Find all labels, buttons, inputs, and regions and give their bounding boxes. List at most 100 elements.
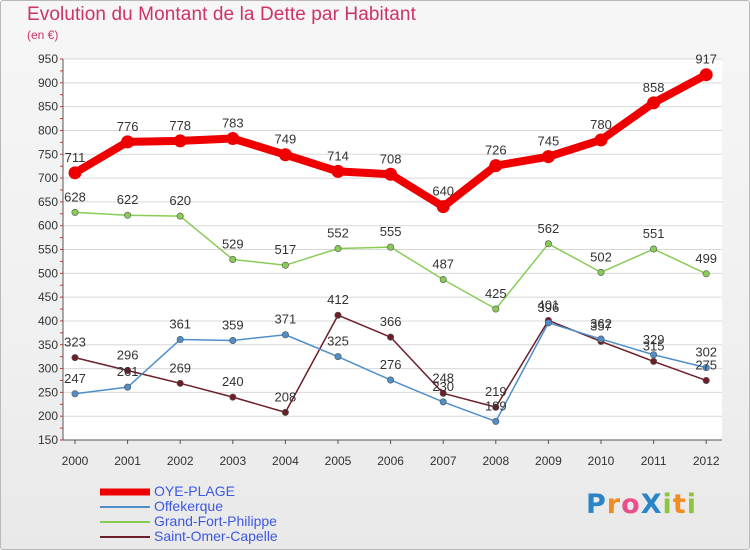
data-label: 425 (485, 286, 507, 301)
legend-item-offekerque: Offekerque (100, 499, 278, 514)
data-label: 551 (643, 226, 665, 241)
legend-swatch-saint-omer-capelle (100, 536, 150, 538)
data-label: 628 (64, 189, 86, 204)
data-point-offekerque (229, 336, 237, 344)
legend-item-saint-omer-capelle: Saint-Omer-Capelle (100, 529, 278, 544)
data-label: 189 (485, 398, 507, 413)
x-tick-label: 2006 (377, 454, 404, 468)
x-tick-label: 2009 (535, 454, 562, 468)
y-tick-label: 950 (38, 52, 58, 66)
logo-letter: o (621, 489, 641, 520)
data-label: 780 (590, 117, 612, 132)
y-tick-label: 600 (38, 219, 58, 233)
data-point-saint-omer-capelle (124, 366, 132, 374)
data-point-grand-fort-philippe (334, 245, 342, 253)
y-tick-label: 200 (38, 409, 58, 423)
data-point-grand-fort-philippe (702, 270, 710, 278)
data-label: 247 (64, 371, 86, 386)
data-label: 366 (380, 314, 402, 329)
data-point-offekerque (702, 364, 710, 372)
data-point-saint-omer-capelle (702, 376, 710, 384)
data-point-grand-fort-philippe (492, 305, 500, 313)
chart-subtitle: (en €) (27, 28, 59, 42)
y-tick-label: 550 (38, 243, 58, 257)
y-tick-label: 350 (38, 338, 58, 352)
data-label: 778 (169, 118, 191, 133)
data-point-grand-fort-philippe (71, 208, 79, 216)
data-label: 622 (117, 192, 139, 207)
data-label: 361 (169, 317, 191, 332)
data-label: 726 (485, 143, 507, 158)
data-point-offekerque (71, 390, 79, 398)
data-label: 329 (643, 332, 665, 347)
data-point-oye-plage (121, 135, 135, 149)
data-point-oye-plage (68, 166, 82, 180)
logo-letter: X (640, 489, 663, 520)
logo-letter: i (662, 489, 673, 520)
y-tick-label: 800 (38, 123, 58, 137)
data-point-oye-plage (173, 134, 187, 148)
data-point-grand-fort-philippe (544, 240, 552, 248)
legend-swatch-oye-plage (100, 488, 150, 496)
data-label: 230 (432, 379, 454, 394)
data-point-oye-plage (331, 164, 345, 178)
x-tick-label: 2005 (325, 454, 352, 468)
data-label: 296 (117, 347, 139, 362)
legend-swatch-grand-fort-philippe (100, 521, 150, 523)
data-point-oye-plage (541, 150, 555, 164)
data-point-oye-plage (384, 167, 398, 181)
data-label: 499 (695, 251, 717, 266)
x-tick-label: 2002 (167, 454, 194, 468)
data-label: 275 (695, 357, 717, 372)
data-label: 640 (432, 184, 454, 199)
x-tick-label: 2004 (272, 454, 299, 468)
data-label: 529 (222, 237, 244, 252)
x-tick-label: 2001 (114, 454, 141, 468)
data-point-grand-fort-philippe (597, 268, 605, 276)
data-point-offekerque (387, 376, 395, 384)
data-point-oye-plage (489, 159, 503, 173)
y-tick-label: 400 (38, 314, 58, 328)
data-point-offekerque (281, 331, 289, 339)
data-label: 276 (380, 357, 402, 372)
x-tick-label: 2010 (588, 454, 615, 468)
data-point-saint-omer-capelle (650, 357, 658, 365)
data-label: 208 (275, 389, 297, 404)
data-label: 552 (327, 226, 349, 241)
x-tick-label: 2007 (430, 454, 457, 468)
data-point-saint-omer-capelle (492, 403, 500, 411)
y-tick-label: 150 (38, 433, 58, 447)
data-point-oye-plage (647, 96, 661, 110)
data-label: 714 (327, 148, 349, 163)
data-label: 517 (275, 242, 297, 257)
data-point-oye-plage (278, 148, 292, 162)
data-label: 302 (695, 345, 717, 360)
data-label: 487 (432, 257, 454, 272)
data-point-grand-fort-philippe (439, 276, 447, 284)
data-point-saint-omer-capelle (71, 354, 79, 362)
data-label: 708 (380, 151, 402, 166)
data-label: 917 (695, 52, 717, 67)
legend-label: Offekerque (154, 498, 224, 514)
data-label: 745 (538, 134, 560, 149)
data-point-saint-omer-capelle (229, 393, 237, 401)
y-tick-label: 250 (38, 385, 58, 399)
data-label: 412 (327, 292, 349, 307)
data-point-grand-fort-philippe (124, 211, 132, 219)
data-point-saint-omer-capelle (387, 333, 395, 341)
y-tick-label: 700 (38, 171, 58, 185)
data-label: 562 (538, 221, 560, 236)
data-point-offekerque (334, 353, 342, 361)
y-tick-label: 300 (38, 362, 58, 376)
legend-label: Grand-Fort-Philippe (154, 513, 277, 529)
logo-letter: r (606, 489, 622, 520)
data-label: 401 (538, 297, 560, 312)
logo-letter: i (686, 489, 697, 520)
data-point-oye-plage (594, 133, 608, 147)
data-label: 261 (117, 364, 139, 379)
data-label: 315 (643, 338, 665, 353)
data-point-grand-fort-philippe (650, 245, 658, 253)
legend: OYE-PLAGE Offekerque Grand-Fort-Philippe… (100, 484, 278, 544)
data-label: 323 (64, 335, 86, 350)
